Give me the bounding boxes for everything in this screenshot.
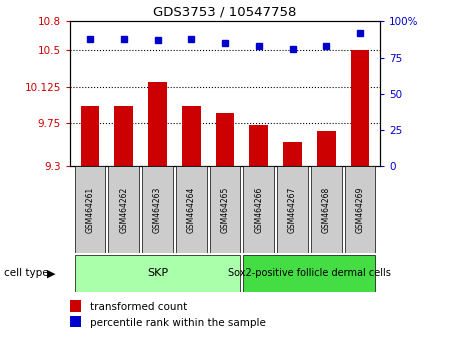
Text: Sox2-positive follicle dermal cells: Sox2-positive follicle dermal cells bbox=[228, 268, 391, 279]
Text: GSM464269: GSM464269 bbox=[356, 187, 364, 233]
Bar bbox=[81, 107, 99, 166]
Text: GSM464262: GSM464262 bbox=[119, 187, 128, 233]
FancyBboxPatch shape bbox=[210, 166, 240, 253]
FancyBboxPatch shape bbox=[108, 166, 139, 253]
Bar bbox=[249, 125, 268, 166]
FancyBboxPatch shape bbox=[277, 166, 308, 253]
Bar bbox=[114, 107, 133, 166]
Text: percentile rank within the sample: percentile rank within the sample bbox=[90, 318, 266, 328]
Text: GSM464263: GSM464263 bbox=[153, 187, 162, 233]
FancyBboxPatch shape bbox=[311, 166, 342, 253]
Bar bbox=[317, 131, 336, 166]
FancyBboxPatch shape bbox=[243, 255, 375, 292]
Bar bbox=[216, 113, 234, 166]
Bar bbox=[283, 142, 302, 166]
Text: GSM464266: GSM464266 bbox=[254, 187, 263, 233]
Title: GDS3753 / 10547758: GDS3753 / 10547758 bbox=[153, 6, 297, 19]
FancyBboxPatch shape bbox=[243, 166, 274, 253]
Text: transformed count: transformed count bbox=[90, 302, 187, 312]
FancyBboxPatch shape bbox=[345, 166, 375, 253]
Text: ▶: ▶ bbox=[47, 268, 56, 279]
Bar bbox=[148, 82, 167, 166]
Text: GSM464264: GSM464264 bbox=[187, 187, 196, 233]
FancyBboxPatch shape bbox=[75, 166, 105, 253]
Bar bbox=[182, 107, 201, 166]
Text: GSM464261: GSM464261 bbox=[86, 187, 94, 233]
FancyBboxPatch shape bbox=[176, 166, 207, 253]
Bar bbox=[351, 50, 369, 166]
FancyBboxPatch shape bbox=[142, 166, 173, 253]
Text: SKP: SKP bbox=[147, 268, 168, 279]
Text: GSM464265: GSM464265 bbox=[220, 187, 230, 233]
Text: cell type: cell type bbox=[4, 268, 49, 279]
Text: GSM464267: GSM464267 bbox=[288, 187, 297, 233]
Text: GSM464268: GSM464268 bbox=[322, 187, 331, 233]
FancyBboxPatch shape bbox=[75, 255, 240, 292]
